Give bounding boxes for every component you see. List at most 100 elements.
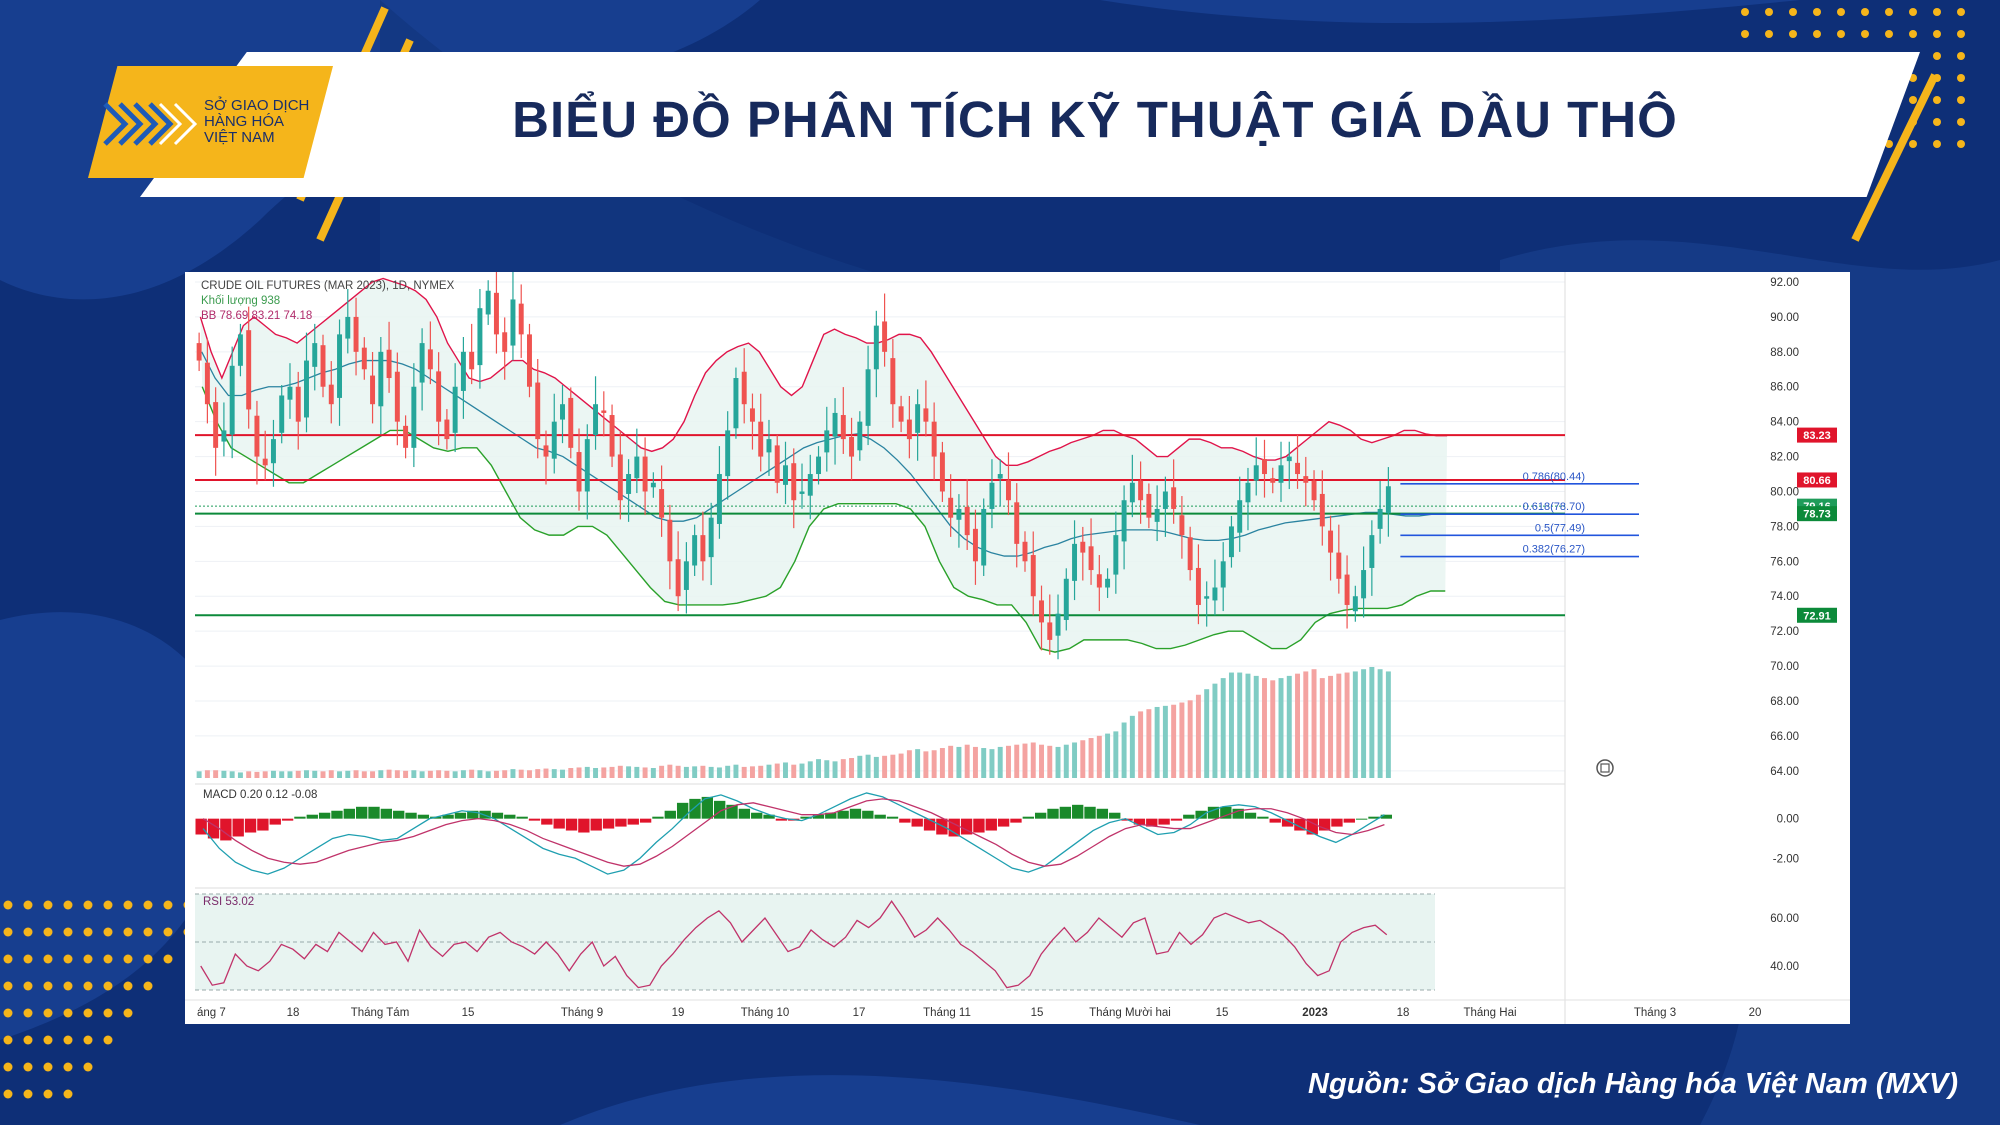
macd-histogram-bar (541, 818, 553, 825)
volume-bar (989, 749, 995, 778)
volume-bar (279, 771, 285, 778)
volume-bar (758, 765, 764, 778)
macd-histogram-bar (1306, 818, 1318, 835)
volume-bar (1286, 675, 1292, 778)
candle-body (295, 386, 301, 422)
candle-body (882, 321, 888, 352)
candle-body (1286, 456, 1292, 462)
volume-bar (700, 765, 706, 778)
candle-body (1270, 478, 1276, 483)
x-tick-label: Tháng 3 (1634, 1007, 1676, 1019)
candle-body (1377, 508, 1383, 529)
candle-body (807, 474, 813, 496)
volume-bar (1303, 671, 1309, 778)
y-tick-label: 76.00 (1770, 556, 1799, 568)
logo-text: SỞ GIAO DỊCH HÀNG HÓA VIỆT NAM (204, 98, 334, 146)
macd-histogram-bar (627, 818, 639, 825)
volume-bar (543, 768, 549, 778)
candle-body (444, 419, 450, 440)
volume-bar (906, 750, 912, 778)
x-tick-label: 20 (1749, 1007, 1762, 1019)
candle-body (725, 430, 731, 477)
macd-histogram-bar (306, 814, 318, 819)
macd-histogram-bar (1343, 818, 1355, 823)
x-tick-label: 2023 (1302, 1007, 1328, 1019)
volume-bar (419, 771, 425, 778)
title-banner (140, 52, 1920, 197)
candle-body (229, 365, 235, 435)
x-tick-label: áng 7 (197, 1007, 226, 1019)
rsi-tick-label: 60.00 (1770, 913, 1799, 925)
candle-body (1220, 561, 1226, 588)
candle-body (906, 419, 912, 440)
macd-histogram-bar (1022, 816, 1034, 819)
candle-body (857, 421, 863, 451)
macd-histogram-bar (800, 816, 812, 819)
y-tick-label: 84.00 (1770, 417, 1799, 429)
candle-body (1303, 476, 1309, 483)
price-label-bg (1797, 472, 1837, 488)
candle-body (1129, 482, 1135, 503)
volume-bar (394, 770, 400, 778)
candle-body (675, 559, 681, 597)
x-tick-label: Tháng 11 (923, 1007, 971, 1019)
volume-bar (477, 770, 483, 778)
macd-histogram-bar (405, 812, 417, 819)
volume-bar (807, 761, 813, 778)
band-mid-line (201, 351, 1446, 557)
macd-histogram-bar (1355, 818, 1368, 820)
candle-body (1080, 541, 1086, 553)
macd-histogram-bar (578, 818, 590, 833)
x-tick-label: 18 (287, 1007, 300, 1019)
volume-bar (1080, 740, 1086, 778)
x-tick-label: 19 (672, 1007, 685, 1019)
candle-body (824, 430, 830, 453)
candle-body (196, 343, 202, 361)
volume-bar (378, 770, 384, 778)
macd-histogram-bar (911, 818, 923, 827)
candle-body (237, 334, 243, 366)
volume-bar (675, 765, 681, 778)
reset-scale-icon[interactable] (1596, 759, 1614, 777)
y-tick-label: 64.00 (1770, 766, 1799, 778)
volume-bar (1352, 671, 1358, 778)
macd-histogram-bar (553, 818, 565, 829)
volume-bar (1113, 731, 1119, 778)
candle-body (1162, 491, 1168, 509)
candle-body (1072, 543, 1078, 581)
volume-bar (593, 768, 599, 778)
macd-histogram-bar (676, 802, 689, 819)
legend-symbol: CRUDE OIL FUTURES (MAR 2023), 1D, NYMEX (201, 280, 455, 292)
candle-body (1212, 587, 1218, 601)
macd-histogram-bar (738, 808, 751, 819)
macd-histogram-bar (1281, 818, 1294, 827)
volume-bar (1171, 704, 1177, 778)
candle-body (1014, 502, 1020, 544)
candle-body (419, 343, 425, 383)
macd-histogram-bar (467, 810, 479, 819)
y-tick-label: 74.00 (1770, 591, 1799, 603)
macd-histogram-bar (812, 814, 825, 819)
volume-bar (1228, 672, 1234, 778)
y-tick-label: 80.00 (1770, 486, 1799, 498)
candle-body (626, 474, 632, 494)
macd-histogram-bar (565, 818, 578, 831)
volume-bar (873, 756, 879, 778)
volume-bar (1030, 742, 1036, 778)
candle-body (609, 415, 615, 457)
volume-bar (345, 770, 351, 778)
candle-body (386, 349, 392, 379)
legend-bb: BB 78.69 83.21 74.18 (201, 310, 312, 322)
macd-histogram-bar (886, 816, 899, 819)
candle-body (1262, 459, 1267, 475)
volume-bar (650, 768, 656, 778)
volume-bar (1336, 673, 1342, 778)
candle-body (1195, 567, 1201, 605)
macd-histogram-bar (948, 818, 960, 837)
volume-bar (1154, 706, 1160, 778)
candle-body (898, 406, 904, 422)
candle-body (1295, 462, 1301, 475)
volume-bar (692, 766, 698, 778)
